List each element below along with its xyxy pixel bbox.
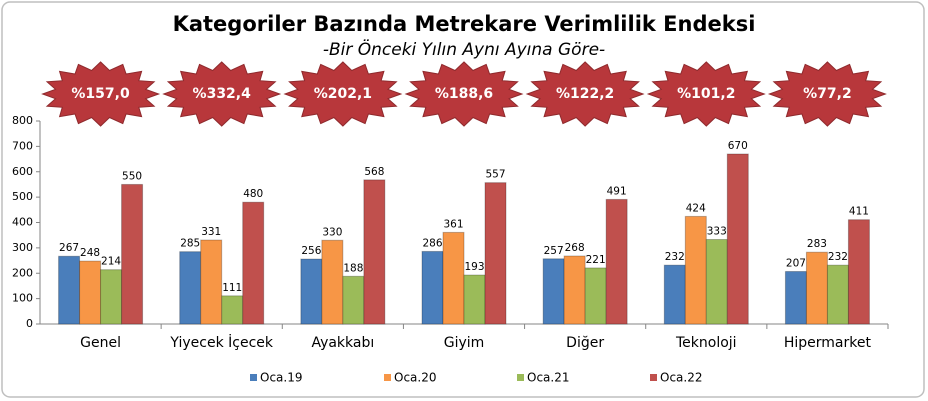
value-label: 188	[343, 262, 363, 274]
y-tick-label: 300	[12, 241, 33, 254]
value-label: 193	[464, 261, 484, 273]
value-label: 333	[707, 226, 727, 238]
y-tick-label: 200	[12, 266, 33, 279]
bar	[542, 258, 565, 325]
value-label: 285	[180, 238, 200, 250]
annotation-badge	[283, 61, 403, 127]
annotation-label: %188,6	[435, 86, 493, 102]
x-tick-label: Hipermarket	[784, 335, 872, 351]
chart-title: Kategoriler Bazında Metrekare Verimlilik…	[173, 12, 756, 36]
bar	[79, 260, 102, 325]
bar	[321, 239, 344, 325]
x-tick-label: Diğer	[566, 335, 604, 351]
value-label: 330	[322, 226, 342, 238]
value-label: 257	[544, 245, 564, 257]
bar	[584, 267, 607, 325]
bar	[463, 274, 486, 325]
y-tick-label: 700	[12, 139, 33, 152]
value-label: 267	[59, 242, 79, 254]
value-label: 248	[80, 247, 100, 259]
bar	[605, 198, 628, 325]
value-label: 286	[422, 237, 442, 249]
bar	[58, 255, 81, 325]
y-tick-label: 600	[12, 165, 33, 178]
bar	[563, 255, 586, 325]
annotation-label: %332,4	[193, 86, 252, 102]
value-label: 411	[849, 206, 869, 218]
value-label: 111	[222, 282, 242, 294]
value-label: 670	[728, 140, 748, 152]
bar	[784, 270, 807, 325]
legend-label: Oca.20	[394, 371, 436, 385]
annotation-badge	[525, 61, 645, 127]
x-tick-label: Teknoloji	[675, 335, 737, 351]
legend-swatch	[650, 374, 657, 381]
y-tick-label: 100	[12, 292, 33, 305]
bar	[221, 295, 244, 325]
x-tick-label: Yiyecek İçecek	[169, 333, 273, 351]
value-label: 568	[364, 166, 384, 178]
bar	[200, 239, 223, 325]
annotation-label: %101,2	[677, 86, 735, 102]
value-label: 491	[607, 185, 627, 197]
bar	[100, 269, 123, 325]
value-label: 207	[786, 257, 806, 269]
value-label: 283	[807, 238, 827, 250]
bar	[363, 179, 386, 325]
y-tick-label: 500	[12, 190, 33, 203]
x-tick-label: Ayakkabı	[311, 335, 374, 351]
bar	[705, 239, 728, 325]
bar	[847, 219, 870, 325]
value-label: 331	[201, 226, 221, 238]
bar	[421, 250, 444, 325]
value-label: 268	[565, 242, 585, 254]
x-tick-label: Giyim	[444, 335, 485, 351]
value-label: 361	[443, 218, 463, 230]
bar	[242, 201, 265, 325]
annotation-label: %202,1	[314, 86, 372, 102]
bar	[684, 215, 707, 325]
annotation-badge	[767, 61, 887, 127]
value-label: 256	[301, 245, 321, 257]
legend-label: Oca.22	[660, 371, 702, 385]
legend-swatch	[517, 374, 524, 381]
value-label: 480	[243, 188, 263, 200]
bar	[300, 258, 323, 325]
annotation-badge	[646, 61, 766, 127]
annotation-badge	[41, 61, 161, 127]
bar	[726, 153, 749, 325]
annotation-badge	[404, 61, 524, 127]
bar	[121, 183, 144, 325]
chart-subtitle: -Bir Önceki Yılın Aynı Ayına Göre-	[323, 38, 605, 60]
value-label: 424	[686, 202, 706, 214]
annotation-label: %77,2	[803, 86, 852, 102]
legend-label: Oca.19	[260, 371, 302, 385]
annotation-label: %122,2	[556, 86, 614, 102]
value-label: 232	[828, 251, 848, 263]
bar	[484, 182, 507, 325]
x-tick-label: Genel	[80, 335, 121, 351]
bar	[342, 275, 365, 325]
y-tick-label: 400	[12, 216, 33, 229]
bar	[663, 264, 686, 325]
value-label: 221	[586, 254, 606, 266]
value-label: 557	[485, 169, 505, 181]
y-tick-label: 800	[12, 114, 33, 127]
bar	[442, 231, 465, 325]
bar	[179, 251, 202, 325]
legend-swatch	[250, 374, 257, 381]
bar	[805, 251, 828, 325]
value-label: 214	[101, 256, 121, 268]
bar	[826, 264, 849, 325]
value-label: 232	[665, 251, 685, 263]
legend-label: Oca.21	[527, 371, 569, 385]
annotation-badge	[162, 61, 282, 127]
annotation-label: %157,0	[71, 86, 130, 102]
y-tick-label: 0	[26, 317, 33, 330]
value-label: 550	[122, 170, 142, 182]
legend-swatch	[384, 374, 391, 381]
